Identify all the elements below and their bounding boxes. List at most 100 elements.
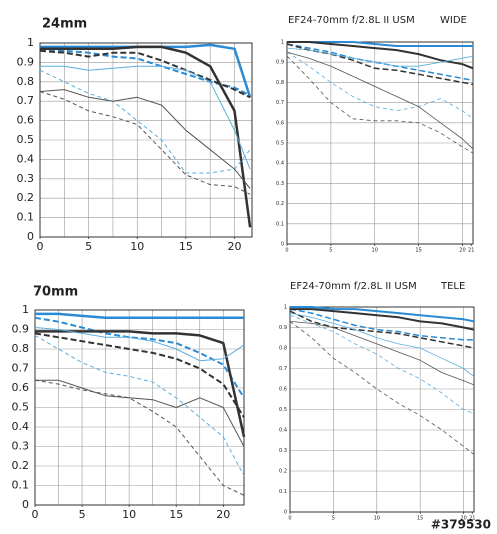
y-tick-label: 0.2 [17,191,35,204]
x-tick-label: 21 [469,516,475,522]
y-tick-label: 0.5 [12,401,30,414]
chart-label: WIDE [440,15,467,26]
y-tick-label: 0.8 [279,346,287,352]
y-tick-label: 0.4 [12,420,30,433]
chart-label: TELE [440,281,465,292]
mtf-line [35,312,244,320]
y-tick-label: 0 [281,242,284,248]
mtf-line [34,316,245,399]
y-tick-label: 0.1 [279,489,287,495]
x-tick-label: 20 [216,508,230,521]
x-tick-label: 0 [37,240,44,253]
y-tick-label: 0 [284,510,287,516]
x-tick-label: 0 [32,508,39,521]
y-tick-label: 0.8 [12,342,30,355]
y-tick-label: 0.1 [17,211,35,224]
x-tick-label: 15 [179,240,193,253]
y-tick-label: 0.1 [12,479,30,492]
y-tick-label: 0.6 [17,114,35,127]
mtf-line [289,321,475,386]
x-tick-label: 10 [372,248,378,254]
y-tick-label: 0.3 [17,172,35,185]
x-tick-label: 21 [468,248,474,254]
y-tick-label: 0.5 [279,407,287,413]
y-tick-label: 0.6 [276,120,284,126]
plot-frame [289,306,475,513]
mtf-line [35,379,245,447]
plot-frame [39,42,253,238]
x-tick-label: 0 [288,516,291,522]
y-tick-label: 0.8 [17,75,35,88]
x-tick-label: 5 [79,508,86,521]
y-tick-label: 1 [22,303,29,316]
mtf-line [40,65,251,170]
chart-title: 24mm [42,17,87,32]
y-tick-label: 0.5 [17,133,35,146]
watermark: #379530 [431,518,491,532]
x-tick-label: 15 [415,248,421,254]
y-tick-label: 0.3 [276,181,284,187]
mtf-line [286,47,474,67]
mtf-line [40,43,252,98]
mtf-line [286,51,474,150]
y-tick-label: 0.9 [276,60,284,66]
y-tick-label: 0.9 [17,55,35,68]
mtf-line [286,51,474,120]
y-tick-label: 0.6 [12,381,30,394]
y-tick-label: 0.7 [276,100,284,106]
mtf-line [39,89,251,189]
y-tick-label: 0.5 [276,141,284,147]
x-tick-label: 20 [459,248,465,254]
y-tick-label: 0.7 [279,366,287,372]
mtf-line [289,312,475,378]
y-tick-label: 0.3 [279,448,287,454]
y-tick-label: 0.9 [12,323,30,336]
y-tick-label: 0.4 [276,161,284,167]
mtf-line [34,332,245,418]
mtf-line [290,308,475,331]
y-tick-label: 0.2 [12,459,30,472]
chart-title: 70mm [33,285,78,300]
y-tick-label: 1 [281,40,284,46]
chart-title: EF24-70mm f/2.8L II USM [290,281,417,292]
x-tick-label: 20 [227,240,241,253]
mtf-line [34,327,245,362]
y-tick-label: 0 [22,498,29,511]
mtf-line [289,321,475,455]
x-tick-label: 5 [332,516,335,522]
y-tick-label: 0.2 [276,201,284,207]
mtf-line [289,310,475,349]
plot-frame [34,309,245,506]
x-tick-label: 10 [122,508,136,521]
x-tick-label: 20 [460,516,466,522]
chart-title: EF24-70mm f/2.8L II USM [288,15,415,26]
mtf-line [287,41,474,70]
mtf-line [286,55,474,154]
mtf-line [39,49,251,99]
y-tick-label: 0.3 [12,440,30,453]
mtf-line [40,45,252,228]
plot-frame [286,41,474,245]
y-tick-label: 0.2 [279,469,287,475]
mtf-line [289,314,475,414]
mtf-line [34,334,245,477]
mtf-line [35,330,246,438]
y-tick-label: 0.1 [276,221,284,227]
y-tick-label: 0 [27,230,34,243]
y-tick-label: 0.9 [279,325,287,331]
mtf-line [286,43,474,86]
x-tick-label: 10 [374,516,380,522]
mtf-line [34,379,245,496]
y-tick-label: 1 [284,305,287,311]
x-tick-label: 10 [130,240,144,253]
mtf-line [290,306,475,323]
mtf-line [289,308,474,341]
y-tick-label: 0.7 [17,94,35,107]
x-tick-label: 5 [329,248,332,254]
mtf-line [39,91,251,195]
x-tick-label: 15 [417,516,423,522]
x-tick-label: 15 [169,508,183,521]
y-tick-label: 0.7 [12,362,30,375]
y-tick-label: 0.4 [17,152,35,165]
